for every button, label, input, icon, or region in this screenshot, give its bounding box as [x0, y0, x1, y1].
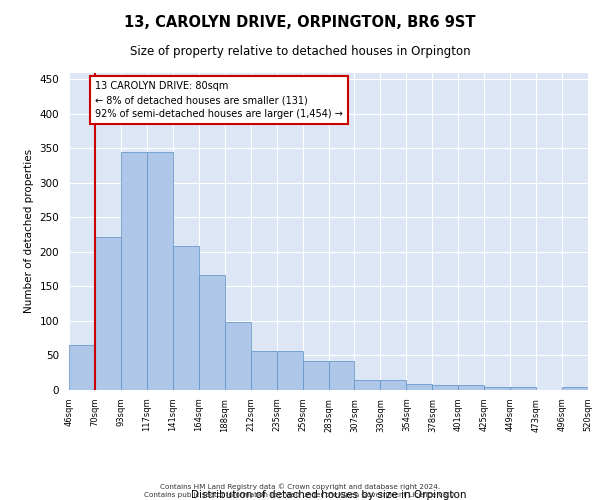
Bar	[69, 345, 95, 390]
X-axis label: Distribution of detached houses by size in Orpington: Distribution of detached houses by size …	[191, 490, 466, 500]
Bar	[562, 387, 588, 390]
Bar	[484, 386, 510, 390]
Bar	[329, 361, 355, 390]
Bar	[147, 152, 173, 390]
Bar	[277, 352, 302, 390]
Text: 13, CAROLYN DRIVE, ORPINGTON, BR6 9ST: 13, CAROLYN DRIVE, ORPINGTON, BR6 9ST	[124, 15, 476, 30]
Bar	[355, 380, 380, 390]
Bar	[406, 384, 432, 390]
Bar	[225, 322, 251, 390]
Bar	[95, 237, 121, 390]
Bar	[510, 386, 536, 390]
Y-axis label: Number of detached properties: Number of detached properties	[24, 149, 34, 314]
Text: 13 CAROLYN DRIVE: 80sqm
← 8% of detached houses are smaller (131)
92% of semi-de: 13 CAROLYN DRIVE: 80sqm ← 8% of detached…	[95, 81, 343, 119]
Bar	[380, 380, 406, 390]
Bar	[302, 361, 329, 390]
Text: Size of property relative to detached houses in Orpington: Size of property relative to detached ho…	[130, 45, 470, 58]
Bar	[121, 152, 147, 390]
Bar	[173, 246, 199, 390]
Text: Contains HM Land Registry data © Crown copyright and database right 2024.
Contai: Contains HM Land Registry data © Crown c…	[144, 484, 456, 498]
Bar	[199, 274, 224, 390]
Bar	[433, 385, 458, 390]
Bar	[458, 385, 484, 390]
Bar	[251, 352, 277, 390]
